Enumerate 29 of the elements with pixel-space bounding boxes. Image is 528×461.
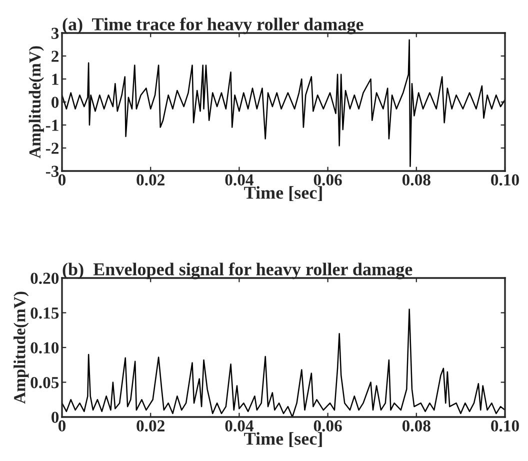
y-axis-title: Amplitude(mV): [14, 292, 29, 404]
x-tick-label: 0.02: [136, 174, 164, 186]
x-tick-label: 0.08: [402, 174, 430, 186]
x-tick-label: 0.10: [491, 174, 519, 186]
y-tick-label: -3: [46, 166, 59, 177]
x-axis-title: Time [sec]: [244, 186, 322, 202]
x-tick-label: 0.02: [136, 420, 164, 432]
x-tick-label: 0.06: [314, 420, 342, 432]
x-tick-label: 0.04: [225, 174, 254, 186]
chart-title: (a) Time trace for heavy roller damage: [62, 18, 364, 34]
x-tick-label: 0.10: [491, 420, 519, 432]
line-series: [62, 39, 505, 168]
y-tick-label: 3: [52, 28, 59, 39]
y-tick-label: 0: [52, 412, 59, 423]
chart-title: (b) Enveloped signal for heavy roller damage: [62, 262, 412, 280]
y-tick-label: 0.10: [30, 342, 59, 354]
y-tick-label: 1: [52, 74, 58, 85]
y-tick-label: 0.05: [30, 376, 59, 388]
y-tick-label: 0.20: [30, 272, 59, 284]
x-axis-title: Time [sec]: [244, 432, 322, 448]
y-tick-label: 0.15: [30, 307, 59, 319]
x-tick-label: 0.04: [225, 420, 254, 432]
x-tick-label: 0.06: [314, 174, 342, 186]
y-tick-label: -1: [46, 120, 58, 131]
y-axis-title: Amplitude(mV): [28, 46, 44, 158]
y-tick-label: 0: [52, 96, 59, 108]
y-tick-label: -2: [46, 142, 59, 154]
x-tick-label: 0.08: [402, 420, 430, 432]
y-tick-label: 2: [52, 50, 59, 62]
